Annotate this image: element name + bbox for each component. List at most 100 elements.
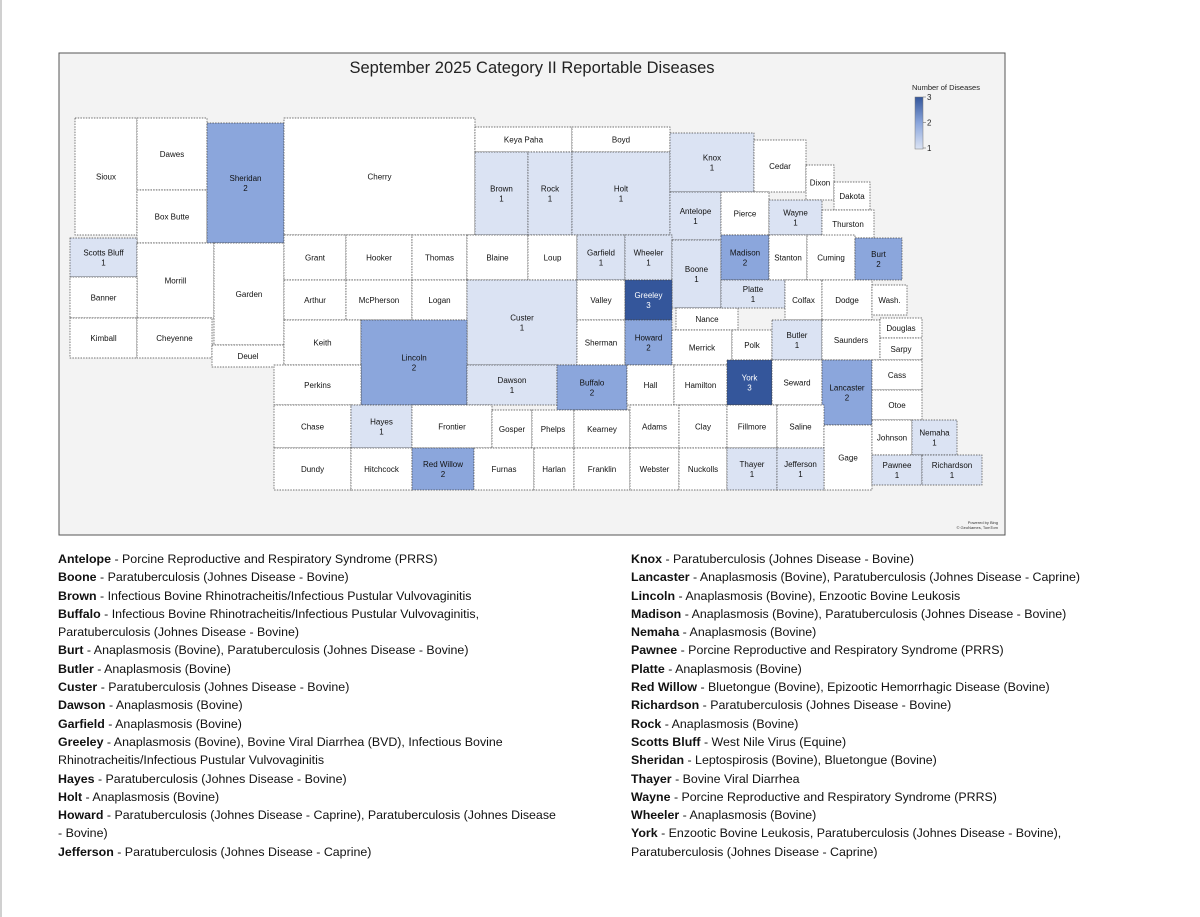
county-name: Thurston (832, 220, 864, 229)
county-name: Morrill (165, 277, 187, 286)
county (821, 319, 881, 361)
county-count: 1 (798, 470, 803, 479)
county-name: Logan (428, 296, 450, 305)
county-name: Wayne (631, 789, 671, 804)
county (871, 419, 913, 456)
county-name: Scotts Bluff (83, 249, 124, 258)
county-count: 1 (694, 275, 699, 284)
county-name: Clay (695, 423, 711, 432)
disease-text: - Paratuberculosis (Johnes Disease - Cap… (117, 844, 372, 859)
county (921, 454, 983, 486)
county-name: Brown (490, 185, 513, 194)
disease-text: - Paratuberculosis (Johnes Disease - Bov… (100, 570, 349, 585)
disease-text: - Anaplasmosis (Bovine), Bovine Viral Di… (58, 734, 503, 768)
county-name: Butler (58, 661, 94, 676)
county (136, 317, 213, 359)
county-name: Fillmore (738, 423, 767, 432)
county-name: Burt (58, 643, 84, 658)
county (571, 151, 671, 236)
county-name: McPherson (359, 296, 399, 305)
disease-text: - Paratuberculosis (Johnes Disease - Bov… (702, 698, 952, 713)
county-count: 1 (751, 295, 756, 304)
county-name: Arthur (304, 296, 326, 305)
county-name: Gage (838, 454, 858, 463)
disease-text: - Bluetongue (Bovine), Epizootic Hemorrh… (700, 680, 1050, 695)
map-title: September 2025 Category II Reportable Di… (349, 59, 714, 77)
county-name: Richardson (932, 461, 972, 470)
county-name: Burt (871, 250, 886, 259)
county-name: Lincoln (631, 588, 676, 603)
county-name: Wheeler (631, 808, 680, 823)
disease-entry: Hayes - Paratuberculosis (Johnes Disease… (58, 770, 558, 788)
county-name: Rock (541, 185, 560, 194)
county (211, 344, 285, 368)
county-name: Knox (631, 552, 662, 566)
county-name: Otoe (888, 401, 906, 410)
county (768, 234, 808, 281)
disease-text: - Anaplasmosis (Bovine) (668, 661, 802, 676)
disease-entry: Lincoln - Anaplasmosis (Bovine), Enzooti… (631, 587, 1151, 605)
county (678, 404, 728, 449)
county (74, 117, 138, 236)
county-name: Gosper (499, 425, 526, 434)
county-count: 1 (693, 217, 698, 226)
county (624, 319, 673, 366)
disease-text: - Enzootic Bovine Leukosis, Paratubercul… (631, 826, 1062, 859)
county (350, 404, 413, 449)
county (823, 424, 873, 491)
county-name: Thomas (425, 254, 454, 263)
county (273, 447, 352, 491)
county (411, 234, 468, 281)
county (136, 117, 208, 191)
legend-bar (914, 96, 924, 150)
county-name: Chase (301, 423, 325, 432)
county-name: Garfield (58, 716, 105, 731)
county-name: Garfield (587, 249, 615, 258)
county (136, 242, 215, 319)
disease-entry: Rock - Anaplasmosis (Bovine) (631, 715, 1151, 733)
disease-entry: Red Willow - Bluetongue (Bovine), Epizoo… (631, 678, 1151, 696)
county-name: Lancaster (631, 570, 690, 585)
county-name: Greeley (634, 291, 662, 300)
disease-entry: York - Enzootic Bovine Leukosis, Paratub… (631, 824, 1151, 861)
county-name: Sarpy (891, 345, 912, 354)
county-name: Dawes (160, 150, 184, 159)
county (821, 279, 873, 321)
county (474, 151, 529, 236)
county (283, 117, 476, 236)
county-name: Pawnee (631, 643, 678, 658)
county-name: Nuckolls (688, 465, 718, 474)
county-count: 1 (499, 195, 504, 204)
county-name: Brown (58, 588, 97, 603)
county (626, 364, 675, 406)
disease-text: - Paratuberculosis (Johnes Disease - Bov… (97, 771, 347, 786)
county (527, 151, 573, 236)
county (283, 234, 347, 281)
disease-text: - Anaplasmosis (Bovine) (85, 789, 220, 804)
county-name: Red Willow (631, 680, 697, 695)
county-name: Thayer (740, 460, 765, 469)
county (669, 132, 755, 193)
county-name: Madison (730, 249, 760, 258)
county-name: Banner (91, 294, 117, 303)
county-name: Harlan (542, 465, 566, 474)
county-name: Boone (58, 570, 97, 585)
county (911, 419, 958, 456)
disease-text: - Infectious Bovine Rhinotracheitis/Infe… (100, 588, 472, 603)
county-name: Hall (644, 381, 658, 390)
credit: © GeoNames, TomTom (956, 525, 998, 530)
county (491, 409, 533, 449)
county (720, 234, 770, 281)
county-name: Keith (313, 339, 331, 348)
disease-entry: Brown - Infectious Bovine Rhinotracheiti… (58, 587, 558, 605)
disease-entry: Boone - Paratuberculosis (Johnes Disease… (58, 568, 558, 586)
disease-entry: Wheeler - Anaplasmosis (Bovine) (631, 806, 1151, 824)
county-name: Dawson (58, 698, 106, 713)
county-name: Dakota (839, 192, 865, 201)
county-name: Howard (58, 808, 104, 823)
county-name: Kearney (587, 425, 617, 434)
disease-text: - Anaplasmosis (Bovine) (682, 625, 817, 640)
county-count: 2 (441, 470, 446, 479)
county (753, 139, 807, 193)
